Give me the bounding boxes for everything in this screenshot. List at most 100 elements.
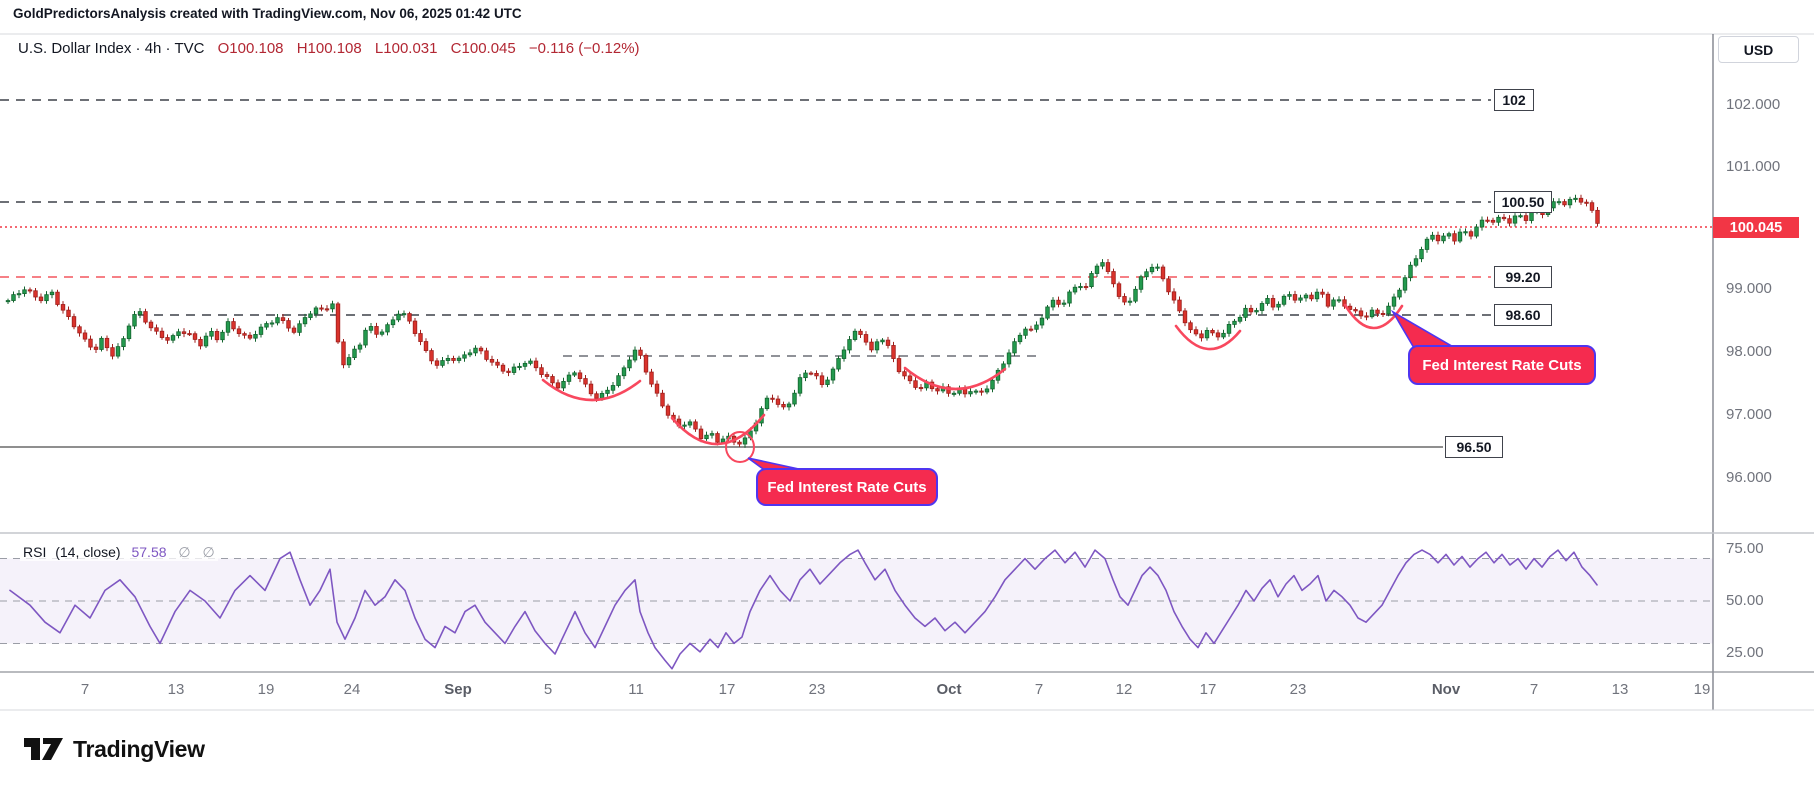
level-label-100.50[interactable]: 100.50 — [1494, 191, 1552, 213]
candle-body — [1067, 291, 1072, 304]
candle-body — [1336, 299, 1342, 302]
candle-body — [1259, 303, 1265, 311]
symbol-title[interactable]: U.S. Dollar Index · 4h · TVC — [18, 40, 205, 57]
candle-body — [407, 313, 412, 322]
candle-body — [902, 371, 907, 377]
time-axis-tick-2-19[interactable]: 19 — [257, 681, 275, 698]
candle-body — [280, 317, 286, 321]
time-axis-tick-10-7[interactable]: 7 — [1034, 681, 1044, 698]
candle-body — [1441, 235, 1446, 242]
candle-body — [643, 354, 649, 373]
time-axis-tick-13-23[interactable]: 23 — [1289, 681, 1307, 698]
candle-body — [885, 339, 891, 346]
candle-body — [1287, 294, 1292, 297]
time-axis-tick-6-11[interactable]: 11 — [628, 681, 644, 698]
time-axis-tick-16-13[interactable]: 13 — [1611, 681, 1629, 698]
candle-body — [566, 374, 572, 382]
candle-body — [1479, 219, 1485, 228]
time-axis-tick-15-7[interactable]: 7 — [1529, 681, 1539, 698]
candle-body — [687, 421, 693, 426]
candle-body — [456, 357, 462, 361]
time-axis-tick-7-17[interactable]: 17 — [718, 681, 736, 698]
candle-body — [561, 381, 566, 389]
candle-body — [104, 337, 110, 349]
time-axis-tick-0-7[interactable]: 7 — [80, 681, 90, 698]
candle-body — [220, 331, 225, 341]
symbol-legend[interactable]: U.S. Dollar Index · 4h · TVC O100.108 H1… — [18, 40, 640, 57]
time-axis-tick-17-19[interactable]: 19 — [1693, 681, 1711, 698]
candle-body — [1584, 201, 1589, 204]
time-axis-tick-8-23[interactable]: 23 — [808, 681, 826, 698]
candle-body — [49, 291, 55, 296]
level-label-102[interactable]: 102 — [1494, 89, 1534, 111]
candle-body — [1369, 309, 1375, 318]
candle-body — [1226, 324, 1232, 334]
candle-body — [467, 352, 473, 356]
rsi-axis-label-75.00: 75.00 — [1726, 540, 1764, 557]
candle-body — [352, 348, 357, 358]
candle-body — [825, 379, 830, 385]
tradingview-wordmark: TradingView — [73, 735, 205, 762]
candle-body — [1270, 298, 1276, 308]
candle-body — [1061, 302, 1067, 305]
price-axis-label-98.000: 98.000 — [1726, 343, 1772, 360]
candle-body — [82, 332, 88, 340]
candle-body — [1215, 332, 1221, 338]
currency-button[interactable]: USD — [1718, 36, 1799, 63]
candle-body — [583, 378, 588, 385]
candle-body — [1045, 306, 1050, 319]
candle-body — [478, 347, 484, 352]
rsi-legend[interactable]: RSI (14, close) 57.58 ∅ ∅ — [20, 544, 218, 561]
candle-body — [1237, 316, 1243, 322]
candle-body — [1463, 231, 1468, 234]
time-axis-tick-11-12[interactable]: 12 — [1115, 681, 1133, 698]
rsi-title: RSI — [23, 544, 47, 560]
candle-body — [869, 341, 874, 351]
candle-body — [1518, 215, 1523, 218]
candle-body — [275, 317, 280, 324]
candle-body — [610, 385, 616, 391]
candle-body — [495, 361, 500, 366]
candle-body — [390, 319, 396, 326]
candle-body — [484, 350, 489, 360]
fed-rate-cuts-callout-bottom[interactable]: Fed Interest Rate Cuts — [756, 468, 938, 506]
candle-body — [880, 339, 885, 343]
candle-body — [770, 397, 775, 400]
level-label-96.50[interactable]: 96.50 — [1445, 436, 1503, 458]
candle-body — [792, 392, 797, 405]
candle-body — [445, 357, 451, 361]
fed-rate-cuts-callout-right[interactable]: Fed Interest Rate Cuts — [1408, 345, 1596, 385]
candle-body — [1204, 330, 1210, 339]
tradingview-logo[interactable]: TradingView — [23, 733, 205, 765]
ohlc-high: H100.108 — [296, 40, 362, 57]
level-label-98.60[interactable]: 98.60 — [1494, 304, 1552, 326]
current-price-badge: 100.045 — [1713, 217, 1799, 238]
candle-body — [137, 311, 143, 315]
time-axis-tick-1-13[interactable]: 13 — [167, 681, 185, 698]
candle-body — [649, 371, 654, 385]
candle-body — [1562, 201, 1567, 206]
candle-body — [1078, 286, 1083, 289]
time-axis-tick-12-17[interactable]: 17 — [1199, 681, 1217, 698]
candle-body — [66, 309, 71, 317]
candle-body — [313, 307, 319, 315]
candle-body — [27, 289, 33, 292]
level-label-99.20[interactable]: 99.20 — [1494, 266, 1552, 288]
candle-body — [368, 326, 374, 331]
time-axis-tick-3-24[interactable]: 24 — [343, 681, 361, 698]
candle-body — [1243, 307, 1248, 318]
candle-body — [814, 373, 819, 377]
candle-body — [1446, 233, 1452, 237]
candle-body — [88, 338, 93, 348]
candle-body — [187, 333, 192, 336]
candle-body — [1413, 258, 1419, 266]
time-axis-tick-5-5[interactable]: 5 — [543, 681, 553, 698]
candle-body — [44, 294, 49, 302]
candle-body — [830, 368, 836, 381]
time-axis-tick-14-Nov[interactable]: Nov — [1431, 681, 1461, 698]
time-axis-tick-4-Sep[interactable]: Sep — [444, 681, 472, 698]
candle-body — [1265, 298, 1270, 304]
time-axis-tick-9-Oct[interactable]: Oct — [936, 681, 962, 698]
candle-body — [511, 366, 517, 373]
